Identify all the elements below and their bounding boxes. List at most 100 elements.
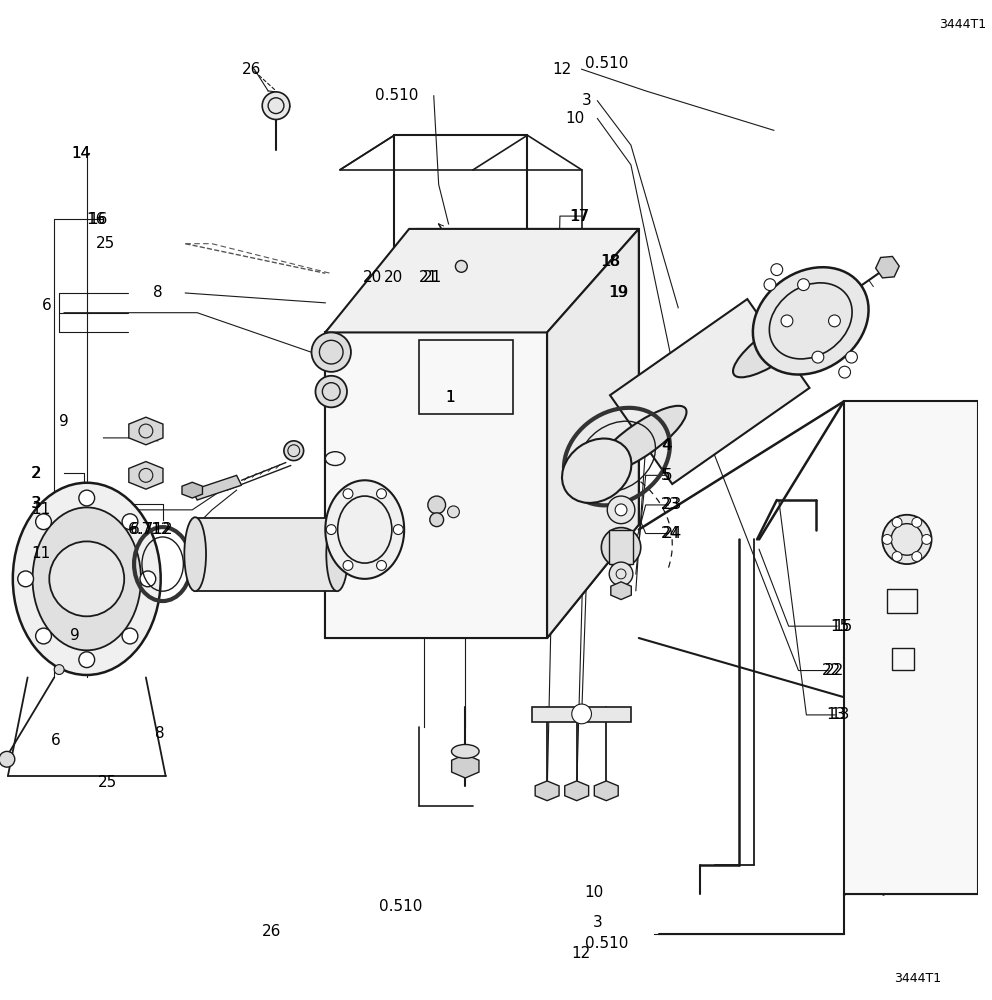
Circle shape [607,496,635,524]
Text: 5: 5 [663,468,672,483]
Circle shape [922,535,931,544]
Text: 2: 2 [32,466,41,481]
Text: 11: 11 [32,502,51,517]
Ellipse shape [13,483,161,675]
Text: 9: 9 [60,414,69,429]
Text: 15: 15 [830,619,849,634]
Ellipse shape [733,310,823,377]
Text: 3: 3 [581,93,591,108]
Bar [609,530,633,564]
Text: 17: 17 [570,209,589,224]
Text: 24: 24 [663,526,682,541]
Circle shape [36,628,52,644]
Text: 5: 5 [661,468,671,483]
Circle shape [601,528,641,567]
Text: 21: 21 [423,270,441,285]
Ellipse shape [882,515,931,564]
Circle shape [18,571,34,587]
Ellipse shape [753,267,869,375]
Circle shape [122,628,138,644]
Polygon shape [564,781,588,801]
Circle shape [764,279,776,291]
Text: 15: 15 [833,619,852,634]
Text: 26: 26 [242,62,261,77]
Circle shape [78,652,94,668]
Text: 18: 18 [600,254,620,269]
Ellipse shape [185,517,206,591]
Text: 23: 23 [663,497,682,512]
Circle shape [838,366,850,378]
Circle shape [609,562,633,586]
Text: 18: 18 [601,254,621,269]
Circle shape [430,513,443,527]
Text: 6.712: 6.712 [130,522,174,537]
Circle shape [455,260,467,272]
Ellipse shape [596,406,686,473]
Circle shape [912,517,922,527]
Bar [419,340,513,414]
Text: 9: 9 [70,628,80,643]
Polygon shape [610,299,809,484]
Circle shape [122,514,138,530]
Text: 13: 13 [830,707,849,722]
Text: 25: 25 [98,775,117,790]
Text: 22: 22 [825,663,844,678]
Text: 6.712: 6.712 [128,522,172,537]
Text: 3: 3 [32,496,42,511]
Polygon shape [548,229,639,638]
Text: 10: 10 [585,885,604,900]
Text: 2: 2 [32,466,42,481]
Circle shape [892,517,902,527]
Circle shape [315,376,347,407]
Text: 10: 10 [565,111,584,126]
Circle shape [882,535,892,544]
Bar [887,589,917,613]
Text: 17: 17 [569,209,589,224]
Text: 1: 1 [445,390,455,405]
Text: 6: 6 [42,298,52,313]
Circle shape [771,264,783,276]
Polygon shape [129,462,163,489]
Text: 20: 20 [384,270,404,285]
Polygon shape [195,518,337,591]
Circle shape [615,504,627,516]
Text: 6: 6 [51,733,61,748]
Circle shape [36,514,52,530]
Text: 21: 21 [419,270,438,285]
Polygon shape [325,229,639,332]
Text: 0.510: 0.510 [584,936,628,951]
Polygon shape [535,781,559,801]
Polygon shape [129,417,163,445]
Text: 8: 8 [153,285,163,300]
Circle shape [447,506,459,518]
Text: 8: 8 [155,726,164,741]
Text: 12: 12 [553,62,571,77]
Circle shape [571,704,591,724]
Circle shape [377,561,387,570]
Ellipse shape [326,517,348,591]
Polygon shape [844,401,978,894]
Text: 19: 19 [608,285,628,300]
Bar [892,648,914,670]
Ellipse shape [562,439,632,503]
Circle shape [828,315,840,327]
Circle shape [798,279,809,291]
Text: 20: 20 [363,270,383,285]
Circle shape [892,552,902,561]
Text: 16: 16 [86,212,106,227]
Ellipse shape [451,744,479,758]
Text: 3: 3 [592,915,602,930]
Text: 3: 3 [32,496,41,511]
Polygon shape [451,754,479,778]
Circle shape [50,541,124,616]
Polygon shape [533,707,631,722]
Text: 11: 11 [32,546,51,561]
Circle shape [262,92,290,119]
Text: 0.510: 0.510 [585,56,628,71]
Text: 23: 23 [661,497,681,512]
Text: 26: 26 [262,924,282,939]
Text: 12: 12 [571,946,590,961]
Circle shape [311,332,351,372]
Circle shape [55,665,64,674]
Polygon shape [611,582,631,600]
